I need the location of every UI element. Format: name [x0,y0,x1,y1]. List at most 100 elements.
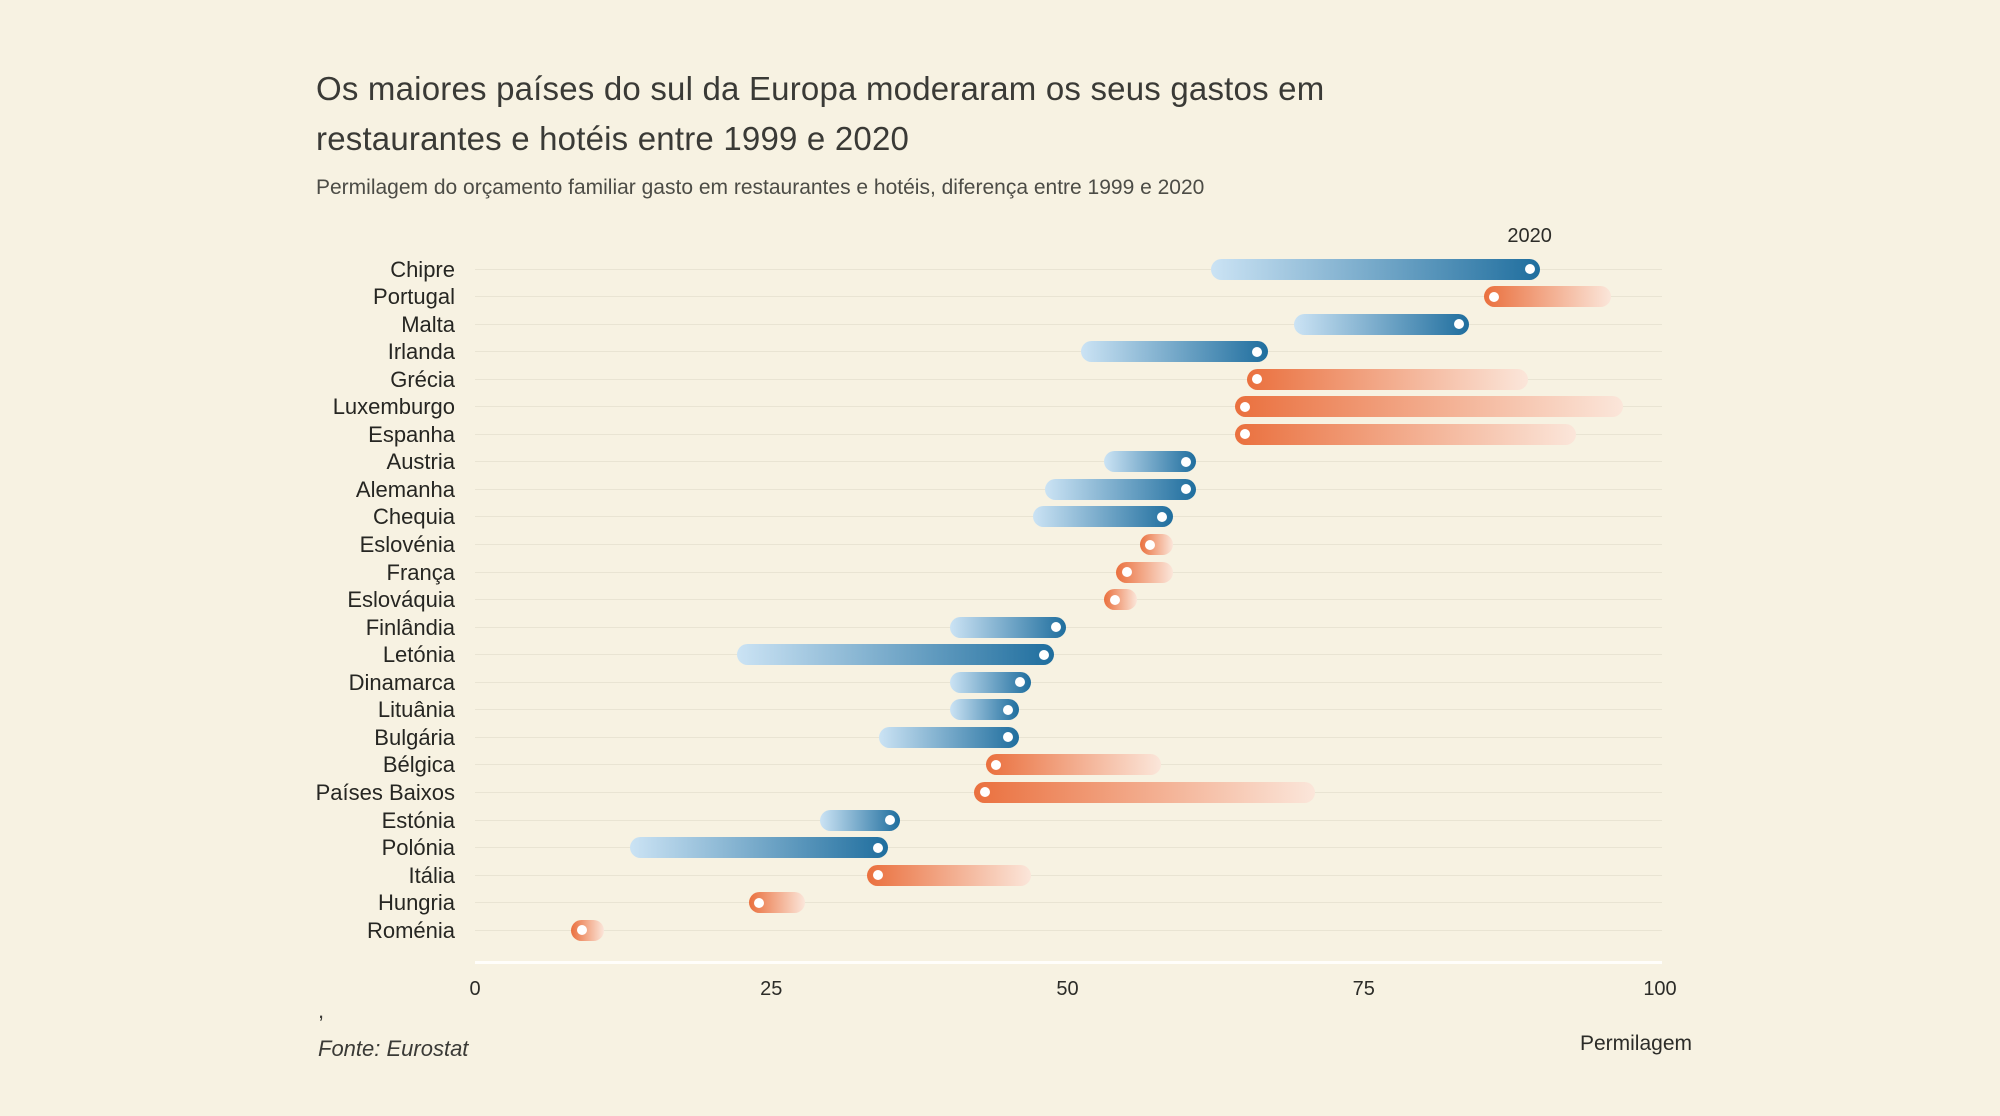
gridline [475,599,1662,601]
country-label: Dinamarca [348,669,455,695]
x-tick-label: 100 [1643,978,1677,1000]
country-label: Grécia [390,366,455,392]
comet-bar [1294,313,1470,335]
x-tick-label: 25 [760,978,783,1000]
country-label: Letónia [382,642,455,668]
country-label: Alemanha [355,476,455,502]
head-dot-2020 [1240,401,1251,412]
comet-bar [1234,423,1576,445]
source-note: Fonte: Eurostat [318,1036,469,1061]
country-label: Eslováquia [347,587,455,613]
head-dot-2020 [872,870,883,881]
gridline [475,323,1662,325]
gridline [475,351,1662,353]
comet-bar [985,754,1161,776]
gridline [475,819,1662,821]
head-dot-2020 [979,787,990,798]
country-label: Austria [386,449,455,475]
head-dot-2020 [1489,291,1500,302]
country-label: Polónia [381,835,455,861]
comet-bar [879,726,1019,748]
head-dot-2020 [1181,484,1191,495]
x-axis-title: Permilagem [1579,1032,1692,1055]
x-tick-label: 75 [1352,978,1375,1000]
head-dot-2020 [1145,539,1156,550]
gridline [475,268,1662,270]
comet-bar [630,837,889,859]
comet-bar [1211,258,1541,280]
gridline [475,929,1662,931]
comet-bar [950,671,1031,693]
comet-bar [950,616,1067,638]
country-label: Bulgária [374,724,455,750]
head-dot-2020 [872,842,883,853]
head-dot-2020 [1109,594,1120,605]
country-label: Estónia [381,807,455,833]
head-dot-2020 [991,759,1002,770]
comet-bar [1116,561,1173,583]
country-label: Portugal [373,284,455,310]
comet-bar [1080,341,1268,363]
country-label: Lituânia [377,697,455,723]
comet-bar [867,864,1031,886]
comet-bar [1104,589,1138,611]
country-label: Espanha [368,421,455,447]
gridline [475,544,1662,545]
country-label: Malta [401,311,455,337]
head-dot-2020 [1003,704,1014,715]
gridline [475,709,1662,711]
footer-comma: , [318,998,325,1023]
country-label: Irlanda [387,339,455,365]
gridline [475,626,1662,628]
head-dot-2020 [1453,319,1464,330]
gridline [475,654,1662,656]
country-label: Luxemburgo [332,394,455,420]
comet-bar [571,919,604,941]
gridline [475,847,1662,849]
comet-bar [1483,286,1612,308]
gridline [475,902,1662,904]
country-label: Finlândia [365,614,455,640]
country-label: Hungria [377,890,455,916]
head-dot-2020 [1003,732,1014,743]
head-dot-2020 [1524,264,1535,274]
gridline [475,736,1662,738]
comet-bar [748,892,806,914]
head-dot-2020 [1157,511,1168,522]
gridline [475,296,1662,298]
head-dot-2020 [1181,456,1191,467]
head-dot-2020 [1240,429,1251,440]
gridline [475,874,1662,876]
head-dot-2020 [1121,567,1132,578]
annotation-2020: 2020 [1507,225,1552,247]
gridline [475,571,1662,573]
comet-bar [1246,368,1529,390]
x-tick-label: 0 [469,978,481,1000]
chart-subtitle: Permilagem do orçamento familiar gasto e… [316,176,1205,199]
country-label: Eslovénia [359,532,455,557]
gridline [475,433,1662,435]
x-axis-line [475,961,1662,964]
head-dot-2020 [1038,649,1049,660]
head-dot-2020 [754,897,765,908]
comet-bar [1234,396,1624,418]
comet-bar [1104,451,1197,473]
country-label: Bélgica [382,752,455,778]
gridline [475,406,1662,408]
gridline [475,378,1662,380]
chart-title: Os maiores países do sul da Europa moder… [316,70,1325,157]
comet-bar [1033,506,1173,528]
head-dot-2020 [884,815,895,825]
comet-bar [974,781,1315,803]
x-tick-label: 50 [1056,978,1079,1000]
country-label: Roménia [366,917,455,943]
comet-bar [1139,534,1173,555]
comet-bar [950,699,1019,721]
country-label: Países Baixos [315,779,455,805]
comet-bar [820,809,901,831]
head-dot-2020 [1015,677,1026,688]
gridline [475,681,1662,683]
head-dot-2020 [1252,374,1263,385]
head-dot-2020 [1050,622,1061,633]
